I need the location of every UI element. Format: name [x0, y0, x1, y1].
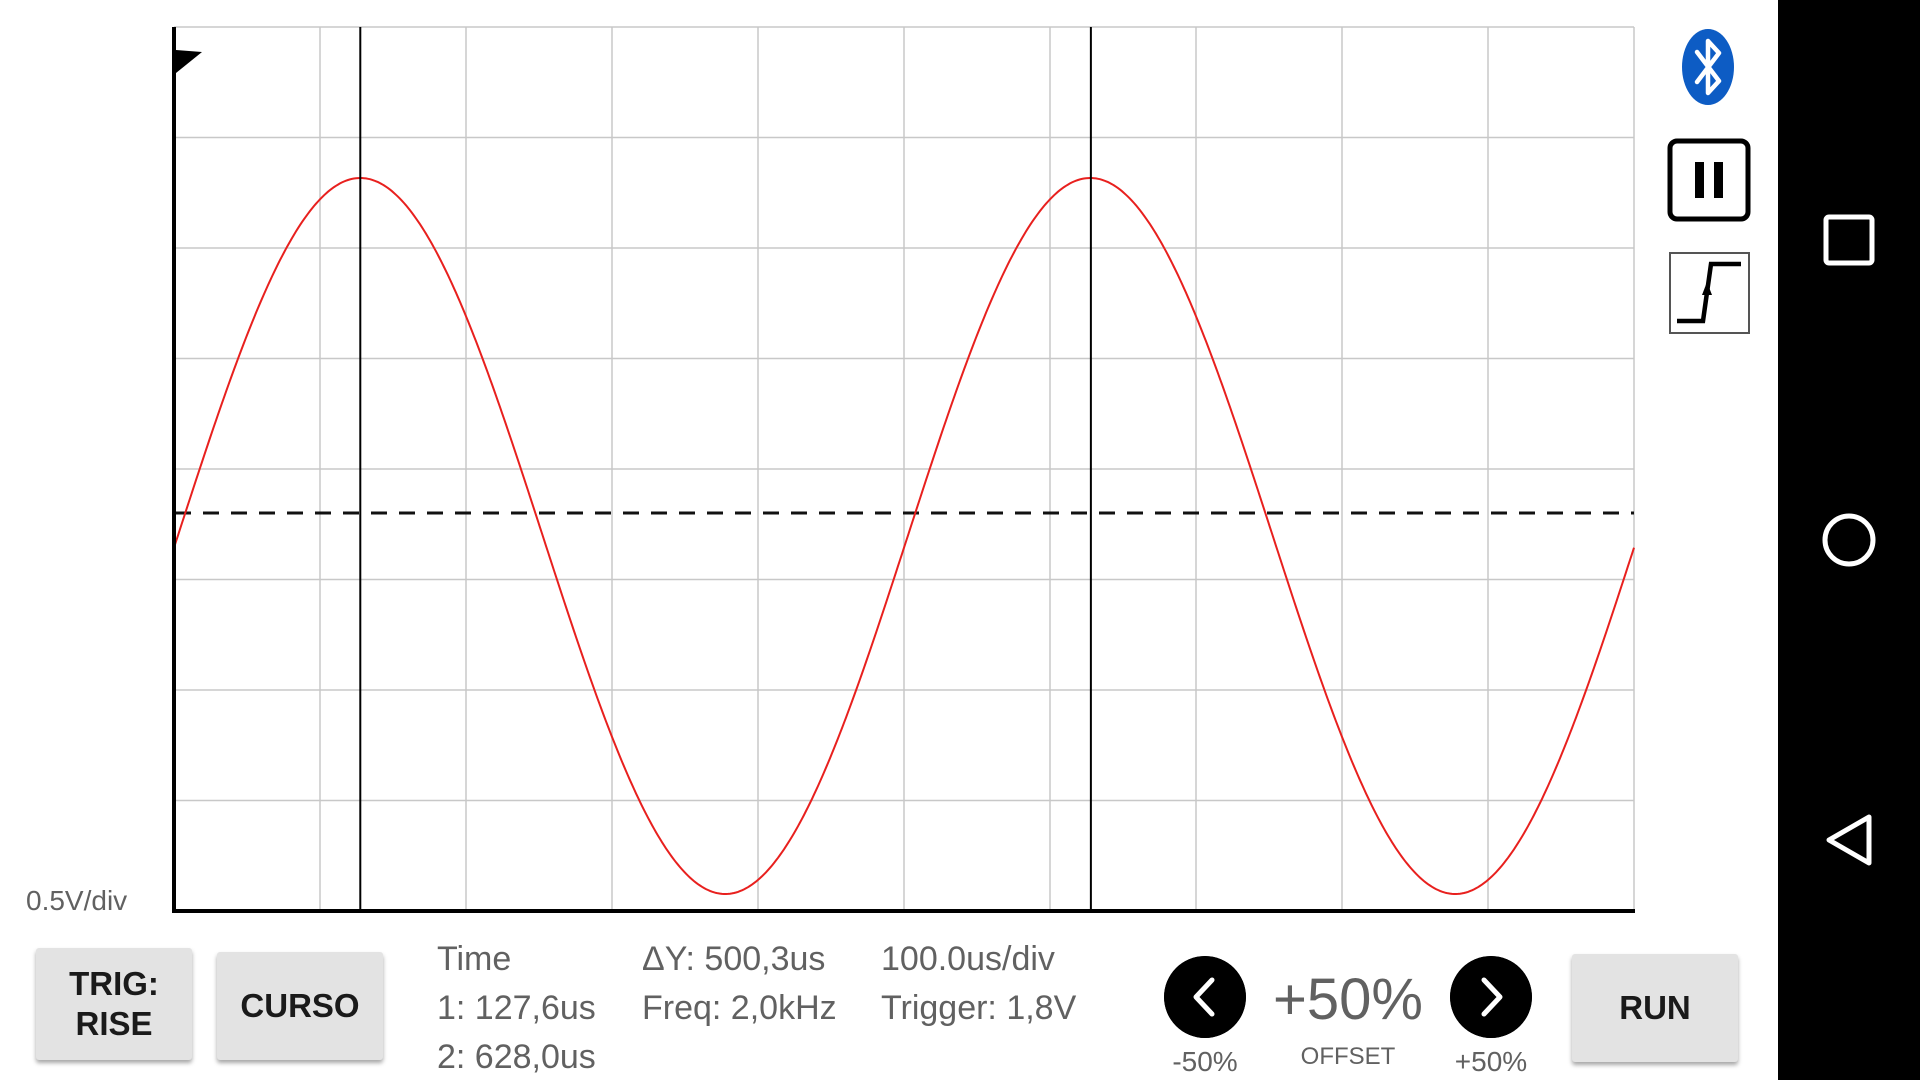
time-info: Time 1: 127,6us 2: 628,0us: [437, 935, 596, 1082]
offset-value: +50%: [1273, 967, 1423, 1032]
cursor-button-label: CURSO: [240, 987, 360, 1024]
cursor-button[interactable]: CURSO: [217, 952, 383, 1060]
trigger-level-value: Trigger: 1,8V: [881, 989, 1077, 1027]
home-icon[interactable]: [1821, 512, 1877, 568]
bluetooth-icon[interactable]: [1680, 27, 1736, 107]
signal-trace: [173, 177, 1635, 895]
run-button[interactable]: RUN: [1572, 954, 1738, 1062]
frequency-value: Freq: 2,0kHz: [642, 989, 837, 1027]
navigation-bar: [1778, 0, 1920, 1080]
run-button-label: RUN: [1619, 989, 1691, 1026]
cursor1-time: 1: 127,6us: [437, 989, 596, 1027]
settings-info: 100.0us/div Trigger: 1,8V: [881, 935, 1076, 1033]
offset-decrease-button[interactable]: [1164, 956, 1246, 1038]
delta-y-value: ΔY: 500,3us: [642, 940, 826, 978]
pause-icon[interactable]: [1667, 138, 1751, 222]
cursor2-time: 2: 628,0us: [437, 1038, 596, 1076]
trigger-mode-label-bottom: RISE: [75, 1005, 153, 1042]
offset-minus-label: -50%: [1172, 1046, 1238, 1077]
timebase-value: 100.0us/div: [881, 940, 1055, 978]
volts-per-div-label: 0.5V/div: [26, 885, 127, 916]
offset-plus-label: +50%: [1454, 1046, 1528, 1077]
measurement-info: ΔY: 500,3us Freq: 2,0kHz: [642, 935, 837, 1033]
grid: [173, 26, 1635, 912]
back-icon[interactable]: [1821, 812, 1877, 868]
offset-label: OFFSET: [1300, 1043, 1396, 1070]
oscilloscope-display: 0.5V/div: [26, 26, 1635, 916]
chevron-left-icon: [1193, 977, 1215, 1017]
chevron-right-icon: [1481, 977, 1503, 1017]
rising-edge-trigger-icon[interactable]: [1669, 252, 1750, 334]
time-title: Time: [437, 940, 512, 978]
offset-increase-button[interactable]: [1450, 956, 1532, 1038]
recent-apps-icon[interactable]: [1821, 212, 1877, 268]
trigger-mode-button[interactable]: TRIG: RISE: [36, 948, 192, 1060]
trigger-mode-label-top: TRIG:: [69, 965, 159, 1002]
trigger-marker-icon[interactable]: [176, 50, 202, 73]
